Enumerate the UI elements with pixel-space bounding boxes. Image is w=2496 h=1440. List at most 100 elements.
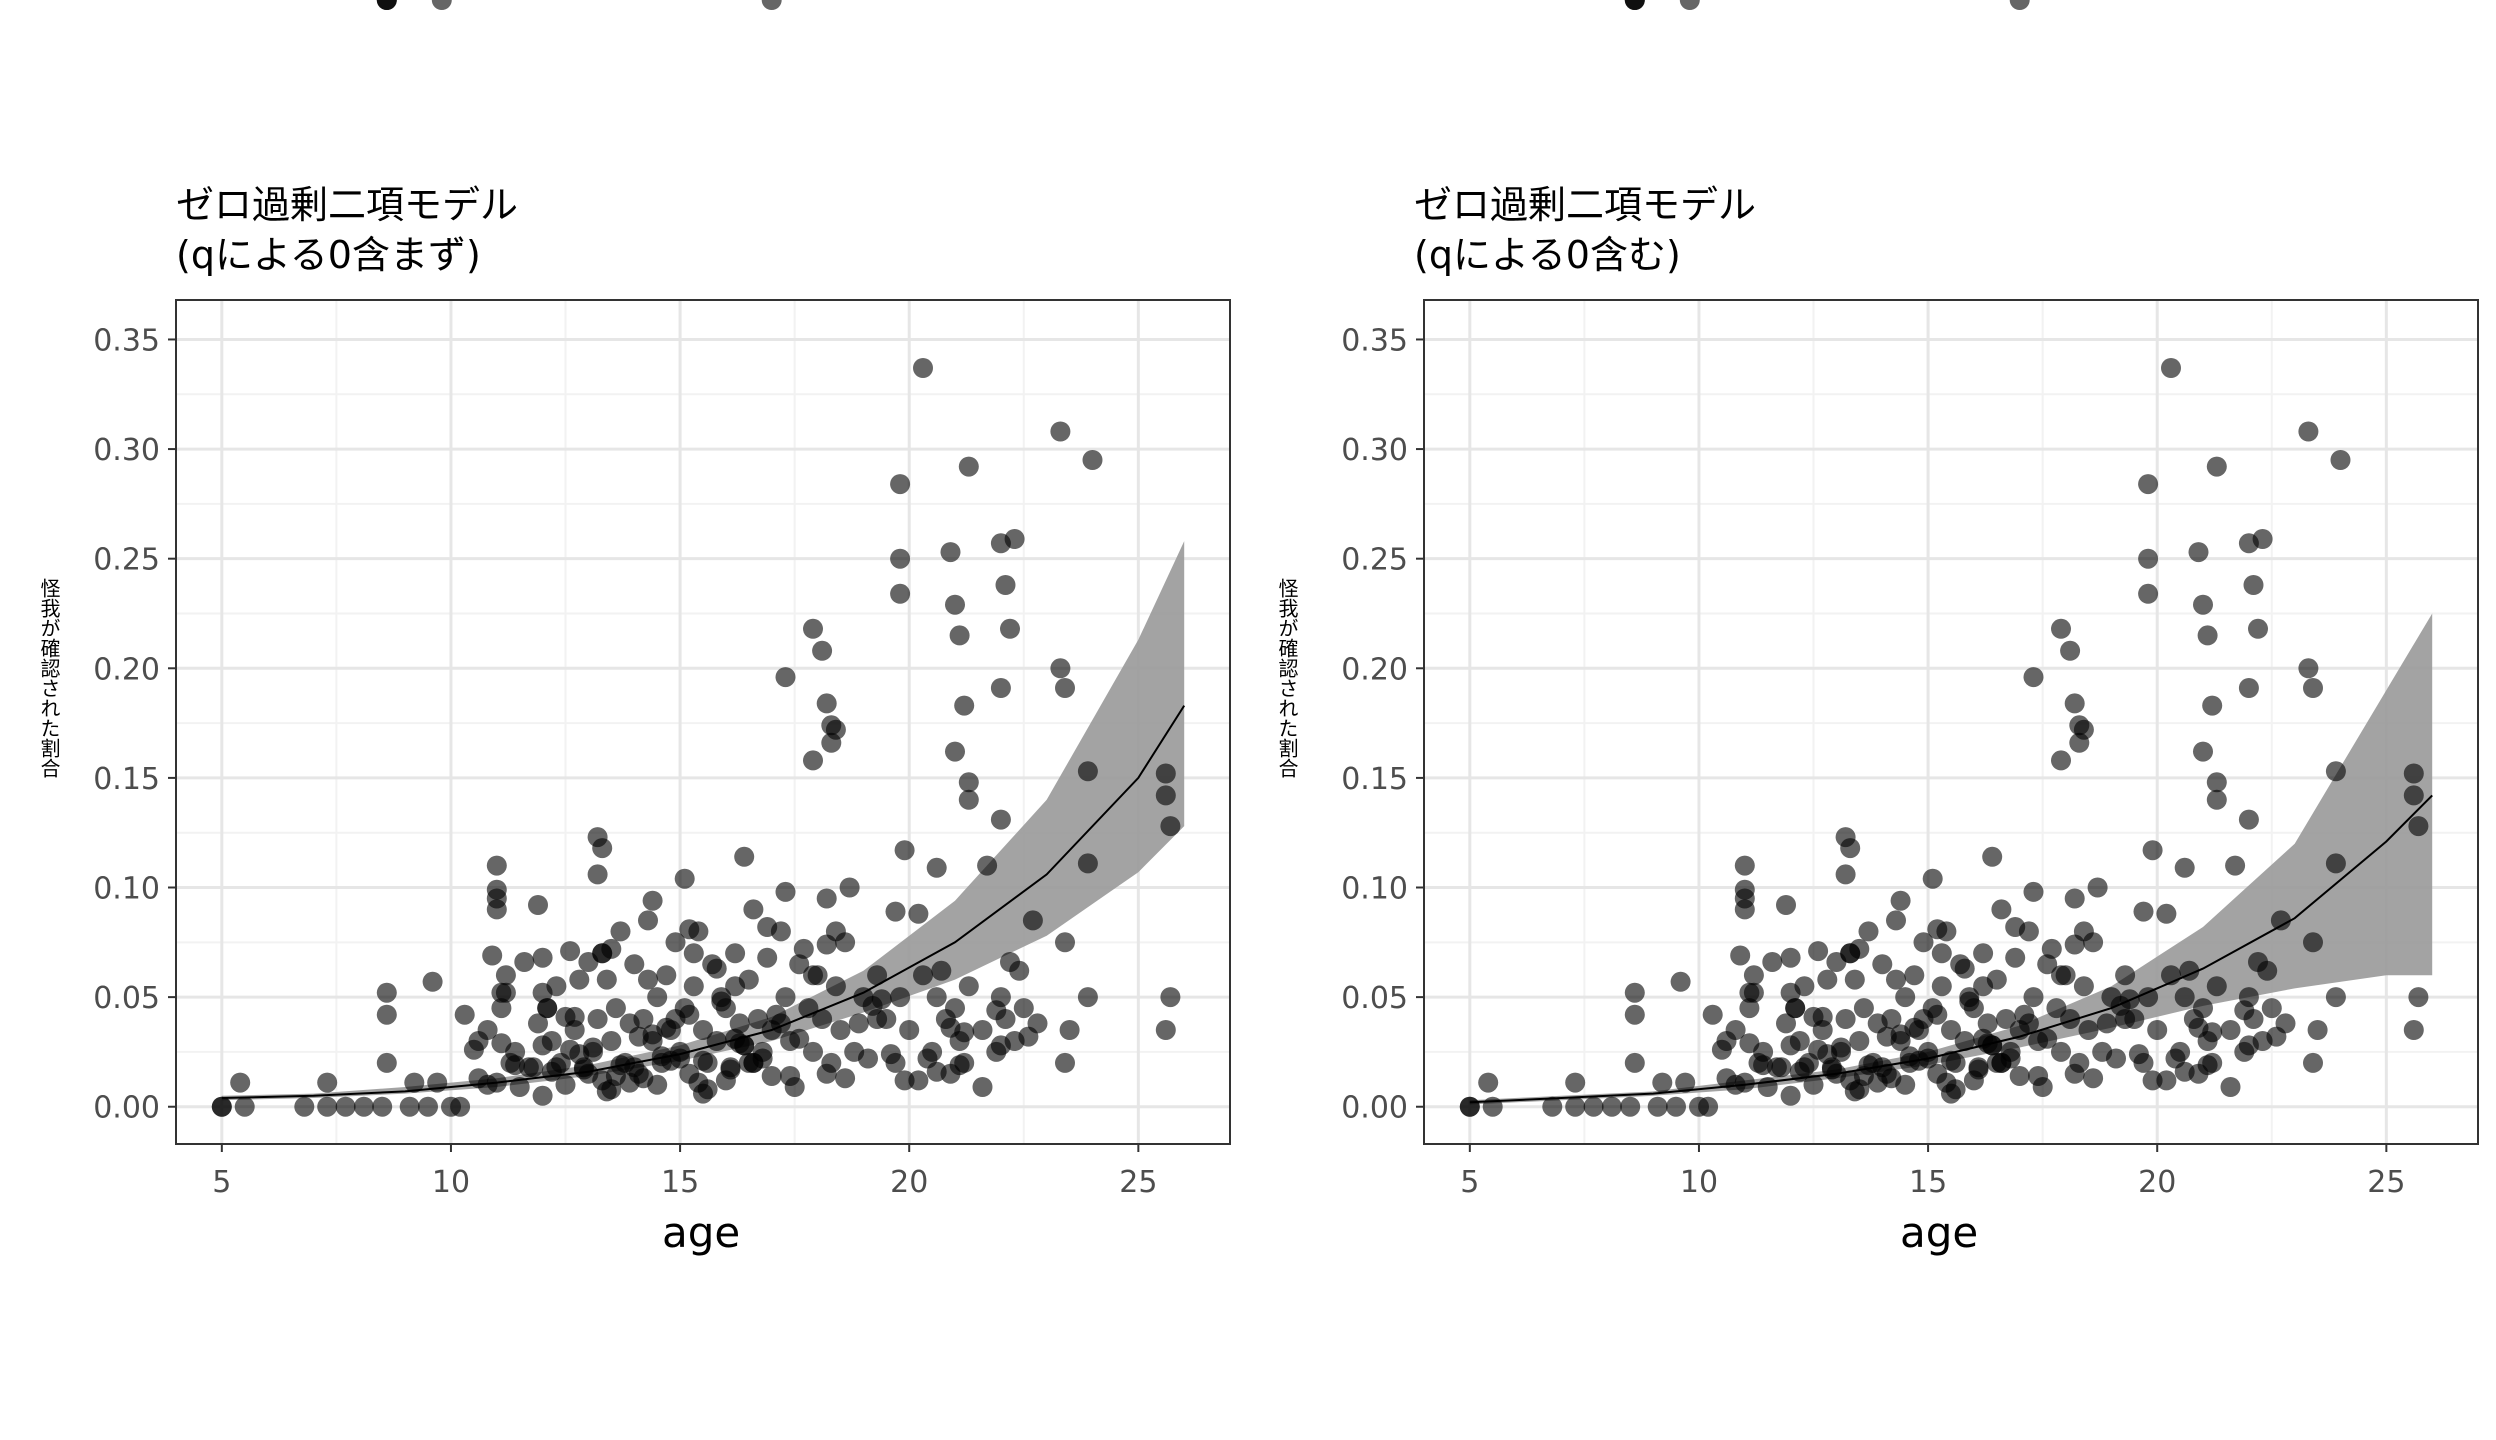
left-x-axis-label: age	[662, 1208, 741, 1257]
left-data-point	[376, 0, 397, 10]
left-data-point	[294, 1096, 315, 1117]
left-data-point	[376, 1052, 397, 1073]
right-data-point	[2073, 719, 2094, 740]
right-data-point	[2403, 785, 2424, 806]
left-data-point	[693, 1050, 713, 1071]
right-data-point	[1666, 1096, 1686, 1117]
right-data-point	[2325, 853, 2346, 874]
left-data-point	[954, 1022, 975, 1043]
right-data-point	[1739, 998, 1760, 1019]
right-data-point	[2303, 1052, 2323, 1073]
right-data-point	[2142, 840, 2163, 861]
right-data-point	[1890, 890, 1911, 911]
right-x-tick-label: 20	[2138, 1165, 2176, 1200]
left-data-point	[555, 1074, 576, 1095]
right-data-point	[2206, 789, 2227, 810]
left-data-point	[1155, 785, 1176, 806]
right-data-point	[2156, 903, 2177, 924]
left-data-point	[958, 976, 979, 997]
left-y-tick-label: 0.00	[93, 1091, 160, 1126]
right-data-point	[2041, 938, 2062, 959]
left-data-point	[697, 1079, 718, 1100]
left-data-point	[468, 1031, 489, 1051]
right-data-point	[1973, 976, 1994, 997]
right-data-point	[1670, 971, 1691, 992]
right-data-point	[2243, 575, 2264, 595]
right-data-point	[2298, 421, 2319, 442]
left-data-point	[683, 976, 704, 997]
left-data-point	[404, 1072, 425, 1093]
right-data-point	[2188, 542, 2209, 563]
right-y-tick-label: 0.35	[1341, 323, 1408, 358]
right-data-point	[2138, 583, 2159, 604]
right-data-point	[1931, 976, 1952, 997]
left-data-point	[972, 1077, 993, 1097]
right-data-point	[1991, 899, 2012, 920]
right-data-point	[1780, 982, 1801, 1003]
right-data-point	[2161, 358, 2181, 378]
right-data-point	[1789, 1031, 1810, 1051]
right-data-point	[1941, 1050, 1961, 1071]
left-data-point	[596, 1081, 617, 1102]
left-plot: 5 10 15 20 25 0.00 0.05 0.10 0.15 0.20 0.25 0.30 0.3…	[93, 0, 1231, 1200]
right-data-point	[2106, 1048, 2126, 1069]
left-data-point	[761, 1066, 782, 1086]
left-data-point	[628, 1026, 649, 1047]
left-data-point	[638, 910, 658, 931]
left-data-point	[372, 1096, 393, 1117]
left-y-tick-label: 0.25	[93, 543, 160, 578]
left-data-point	[958, 789, 979, 810]
left-y-tick-label: 0.35	[93, 323, 160, 358]
right-data-point	[2193, 594, 2213, 615]
right-data-point	[1624, 1004, 1645, 1025]
left-data-point	[317, 1096, 338, 1117]
left-data-point	[399, 1096, 420, 1117]
right-data-point	[2325, 761, 2346, 782]
left-data-point	[958, 456, 979, 477]
right-data-point	[2197, 1055, 2218, 1076]
left-data-point	[601, 1031, 622, 1051]
right-data-point	[1991, 1052, 2012, 1073]
right-confidence-ribbon	[1469, 613, 2433, 1105]
right-data-point	[1872, 954, 1893, 975]
left-data-point	[899, 1020, 920, 1040]
right-data-point	[1867, 1072, 1888, 1093]
right-data-point	[2206, 976, 2227, 997]
right-data-point	[1853, 998, 1874, 1019]
right-data-point	[1945, 1079, 1966, 1100]
left-data-point	[518, 1057, 539, 1078]
right-data-point	[1849, 938, 1870, 959]
right-panel-title: ゼロ過剰二項モデル (qによる0含む)	[1414, 180, 1756, 280]
left-data-point	[505, 1041, 526, 1062]
right-data-point	[2142, 1070, 2163, 1091]
left-data-point	[665, 932, 686, 953]
right-data-point	[2128, 1044, 2149, 1065]
left-fit-line	[221, 705, 1186, 1099]
left-data-point	[757, 917, 778, 937]
right-data-point	[1776, 1013, 1796, 1034]
left-data-point	[532, 982, 553, 1003]
left-data-point	[624, 954, 645, 975]
left-data-point	[885, 901, 906, 922]
left-data-point	[491, 982, 512, 1003]
right-data-point	[2220, 1020, 2241, 1040]
right-data-point	[2051, 965, 2071, 986]
right-data-point	[2261, 998, 2282, 1019]
right-plot: 5 10 15 20 25 0.00 0.05 0.10 0.15 0.20 0.25 0.30 0.3…	[1341, 0, 2479, 1200]
left-data-point	[848, 1013, 869, 1034]
left-data-point	[816, 1063, 837, 1084]
right-data-point	[1785, 998, 1806, 1019]
right-data-point	[1565, 1072, 1586, 1093]
right-data-point	[1565, 1096, 1586, 1117]
left-data-point	[825, 921, 846, 942]
right-data-point	[1757, 1077, 1778, 1097]
left-data-point	[1160, 987, 1181, 1008]
left-data-point	[945, 594, 965, 615]
left-y-tick-label: 0.15	[93, 762, 160, 797]
left-panel-border	[175, 299, 1231, 1145]
right-data-point	[1734, 855, 1755, 876]
right-title-line2: (qによる0含む)	[1414, 233, 1681, 277]
right-data-point	[1954, 1031, 1975, 1051]
left-data-point	[587, 1009, 608, 1029]
right-data-point	[2037, 954, 2058, 975]
